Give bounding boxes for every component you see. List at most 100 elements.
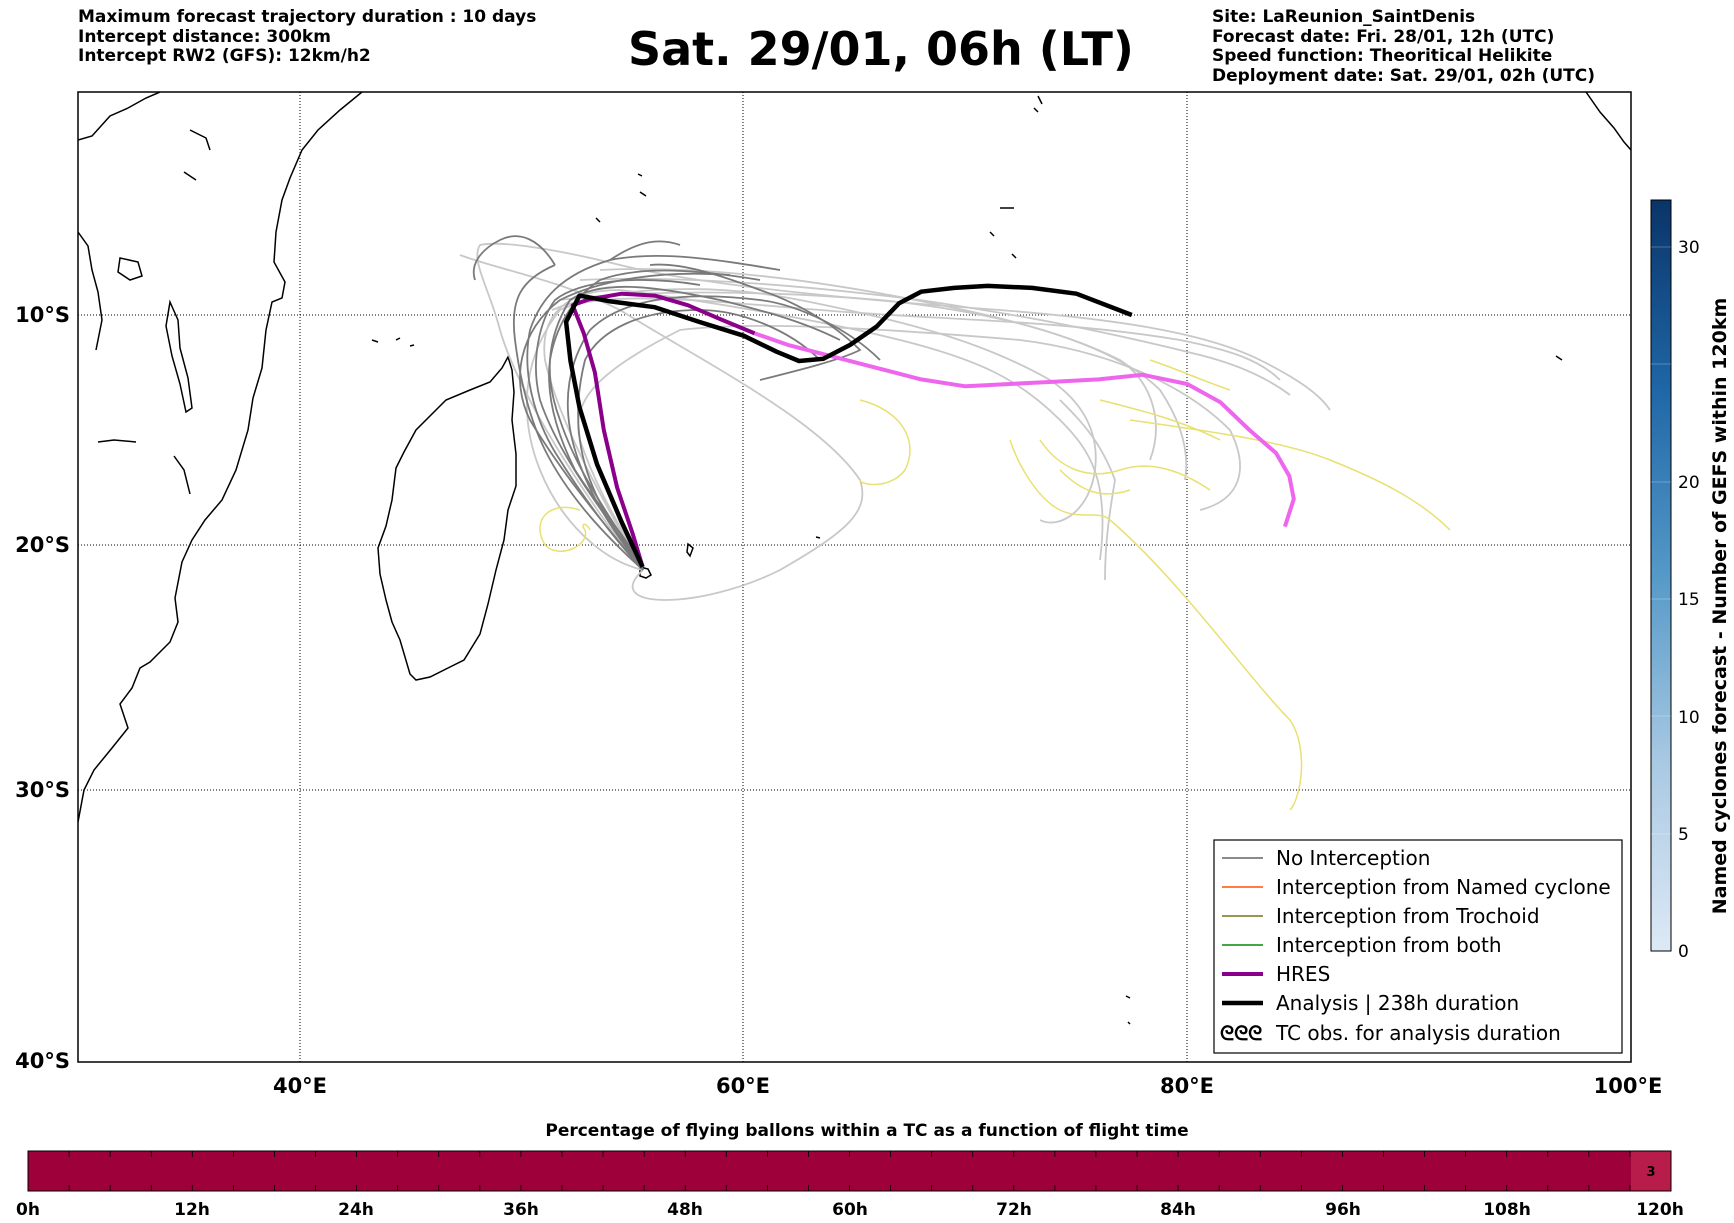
seychelles-islands (595, 173, 647, 223)
flight-time-tick: 108h (1483, 1200, 1531, 1220)
y-tick-label: 30°S (15, 778, 70, 802)
reunion-island (639, 566, 652, 579)
y-tick-label: 40°S (15, 1049, 70, 1073)
dark-trajectory (649, 263, 862, 381)
lake-tanganyika-outline (165, 299, 193, 414)
africa-coastline (78, 92, 363, 823)
header-right-info: Site: LaReunion_SaintDenis Forecast date… (1212, 7, 1596, 86)
flight-time-bar-cell (28, 1151, 1631, 1191)
flight-time-bar: Percentage of flying ballons within a TC… (16, 1121, 1684, 1220)
colorbar-tick: 30 (1678, 238, 1700, 258)
light-trajectory (599, 268, 1188, 481)
rodrigues-island (815, 536, 821, 539)
dark-ensemble-trajectories (472, 235, 881, 571)
yellow-trajectory (539, 506, 591, 552)
yellow-trajectory (1149, 359, 1231, 391)
flight-time-tick: 24h (338, 1200, 374, 1220)
legend-box (1213, 839, 1623, 1054)
colorbar-tick: 5 (1678, 825, 1689, 845)
light-trajectory (543, 289, 1104, 571)
dark-trajectory (548, 269, 761, 571)
dark-trajectory (512, 264, 644, 571)
yellow-trajectory (1129, 419, 1451, 531)
africa-northwest-coastline (78, 231, 103, 351)
saint-paul-island (1125, 995, 1131, 1025)
cocos-islands (1555, 355, 1563, 361)
colorbar-tick: 10 (1678, 708, 1700, 728)
comoros-islands (371, 337, 415, 347)
coastlines (78, 92, 1631, 1025)
light-trajectory (551, 288, 1097, 524)
dark-trajectory (609, 240, 681, 261)
flight-time-tick: 48h (667, 1200, 703, 1220)
mauritius-island (686, 542, 694, 558)
dark-trajectory (519, 272, 731, 571)
header-right-line: Deployment date: Sat. 29/01, 02h (UTC) (1212, 65, 1596, 86)
yellow-trajectory (1099, 399, 1221, 441)
chart-title: Sat. 29/01, 06h (LT) (628, 22, 1134, 76)
flight-time-bar-title: Percentage of flying ballons within a TC… (545, 1121, 1188, 1141)
dark-trajectory (548, 285, 841, 571)
colorbar-gradient (1650, 199, 1672, 952)
hres-trajectory-late (754, 331, 1296, 528)
light-trajectory (525, 297, 1281, 571)
analysis-trajectory (563, 283, 1133, 568)
flight-time-tick: 12h (174, 1200, 210, 1220)
legend-label-both: Interception from both (1276, 933, 1502, 957)
legend: No Interception Interception from Named … (1213, 839, 1623, 1054)
x-tick-label: 100°E (1594, 1074, 1663, 1098)
legend-label-named-cyclone: Interception from Named cyclone (1276, 875, 1611, 899)
chagos-islands (989, 207, 1017, 259)
dark-trajectory (472, 235, 556, 281)
lake-victoria-outline (117, 257, 143, 281)
colorbar-tick: 20 (1678, 473, 1700, 493)
flight-time-tick: 72h (996, 1200, 1032, 1220)
yellow-trajectory (1009, 439, 1303, 811)
legend-label-trochoid: Interception from Trochoid (1276, 904, 1540, 928)
x-tick-label: 80°E (1160, 1074, 1214, 1098)
x-tick-label: 60°E (716, 1074, 770, 1098)
yellow-trajectory (1039, 439, 1211, 491)
tc-obs-icon: ᘓᘓᘓ (1220, 1021, 1262, 1045)
colorbar-title: Named cyclones forecast - Number of GEFS… (1709, 298, 1731, 915)
header-left-line: Intercept RW2 (GFS): 12km/h2 (78, 46, 371, 66)
yellow-ensemble-trajectories (539, 359, 1451, 811)
header-right-line: Forecast date: Fri. 28/01, 12h (UTC) (1212, 26, 1555, 47)
light-trajectory (476, 242, 1331, 571)
x-tick-label: 40°E (273, 1074, 327, 1098)
yellow-trajectory (1059, 469, 1131, 495)
maldives-islands (1033, 95, 1043, 113)
map-axis-labels: 10°S 20°S 30°S 40°S 40°E 60°E 80°E 100°E (15, 303, 1662, 1098)
flight-time-tick: 0h (16, 1200, 40, 1220)
grid-lines (78, 92, 1631, 1062)
flight-time-tick: 84h (1160, 1200, 1196, 1220)
flight-time-bar-cell-last (1631, 1151, 1671, 1191)
header-right-line: Site: LaReunion_SaintDenis (1212, 7, 1476, 27)
dark-trajectory (566, 295, 881, 571)
colorbar-tick: 15 (1678, 590, 1700, 610)
cyclone-colorbar: 0 5 10 15 20 30 Named cyclones forecast … (1650, 199, 1731, 962)
arabia-horn-coastline (78, 92, 211, 181)
main-tracks (563, 283, 1296, 568)
light-trajectory (1059, 399, 1116, 581)
header-right-line: Speed function: Theoritical Helikite (1212, 46, 1553, 66)
sumatra-coastline (1585, 92, 1631, 151)
legend-label-tc-obs: TC obs. for analysis duration (1275, 1021, 1561, 1045)
header-left-line: Intercept distance: 300km (78, 26, 331, 47)
header-left-info: Maximum forecast trajectory duration : 1… (78, 7, 536, 67)
y-tick-label: 10°S (15, 303, 70, 327)
lake-malawi-outline (173, 455, 191, 495)
lake-bangweulu-outline (97, 439, 137, 443)
flight-time-tick: 36h (503, 1200, 539, 1220)
ensemble-trajectories (459, 235, 1451, 811)
legend-label-no-interception: No Interception (1276, 846, 1430, 870)
light-trajectory (579, 277, 1291, 396)
flight-time-tick: 96h (1325, 1200, 1361, 1220)
colorbar-band-lines (1651, 246, 1671, 835)
map-frame (77, 91, 1632, 1063)
madagascar-coastline (377, 355, 517, 681)
dark-trajectory (526, 254, 781, 571)
colorbar-tick: 0 (1678, 942, 1689, 962)
flight-time-minor-ticks (68, 1151, 1631, 1191)
